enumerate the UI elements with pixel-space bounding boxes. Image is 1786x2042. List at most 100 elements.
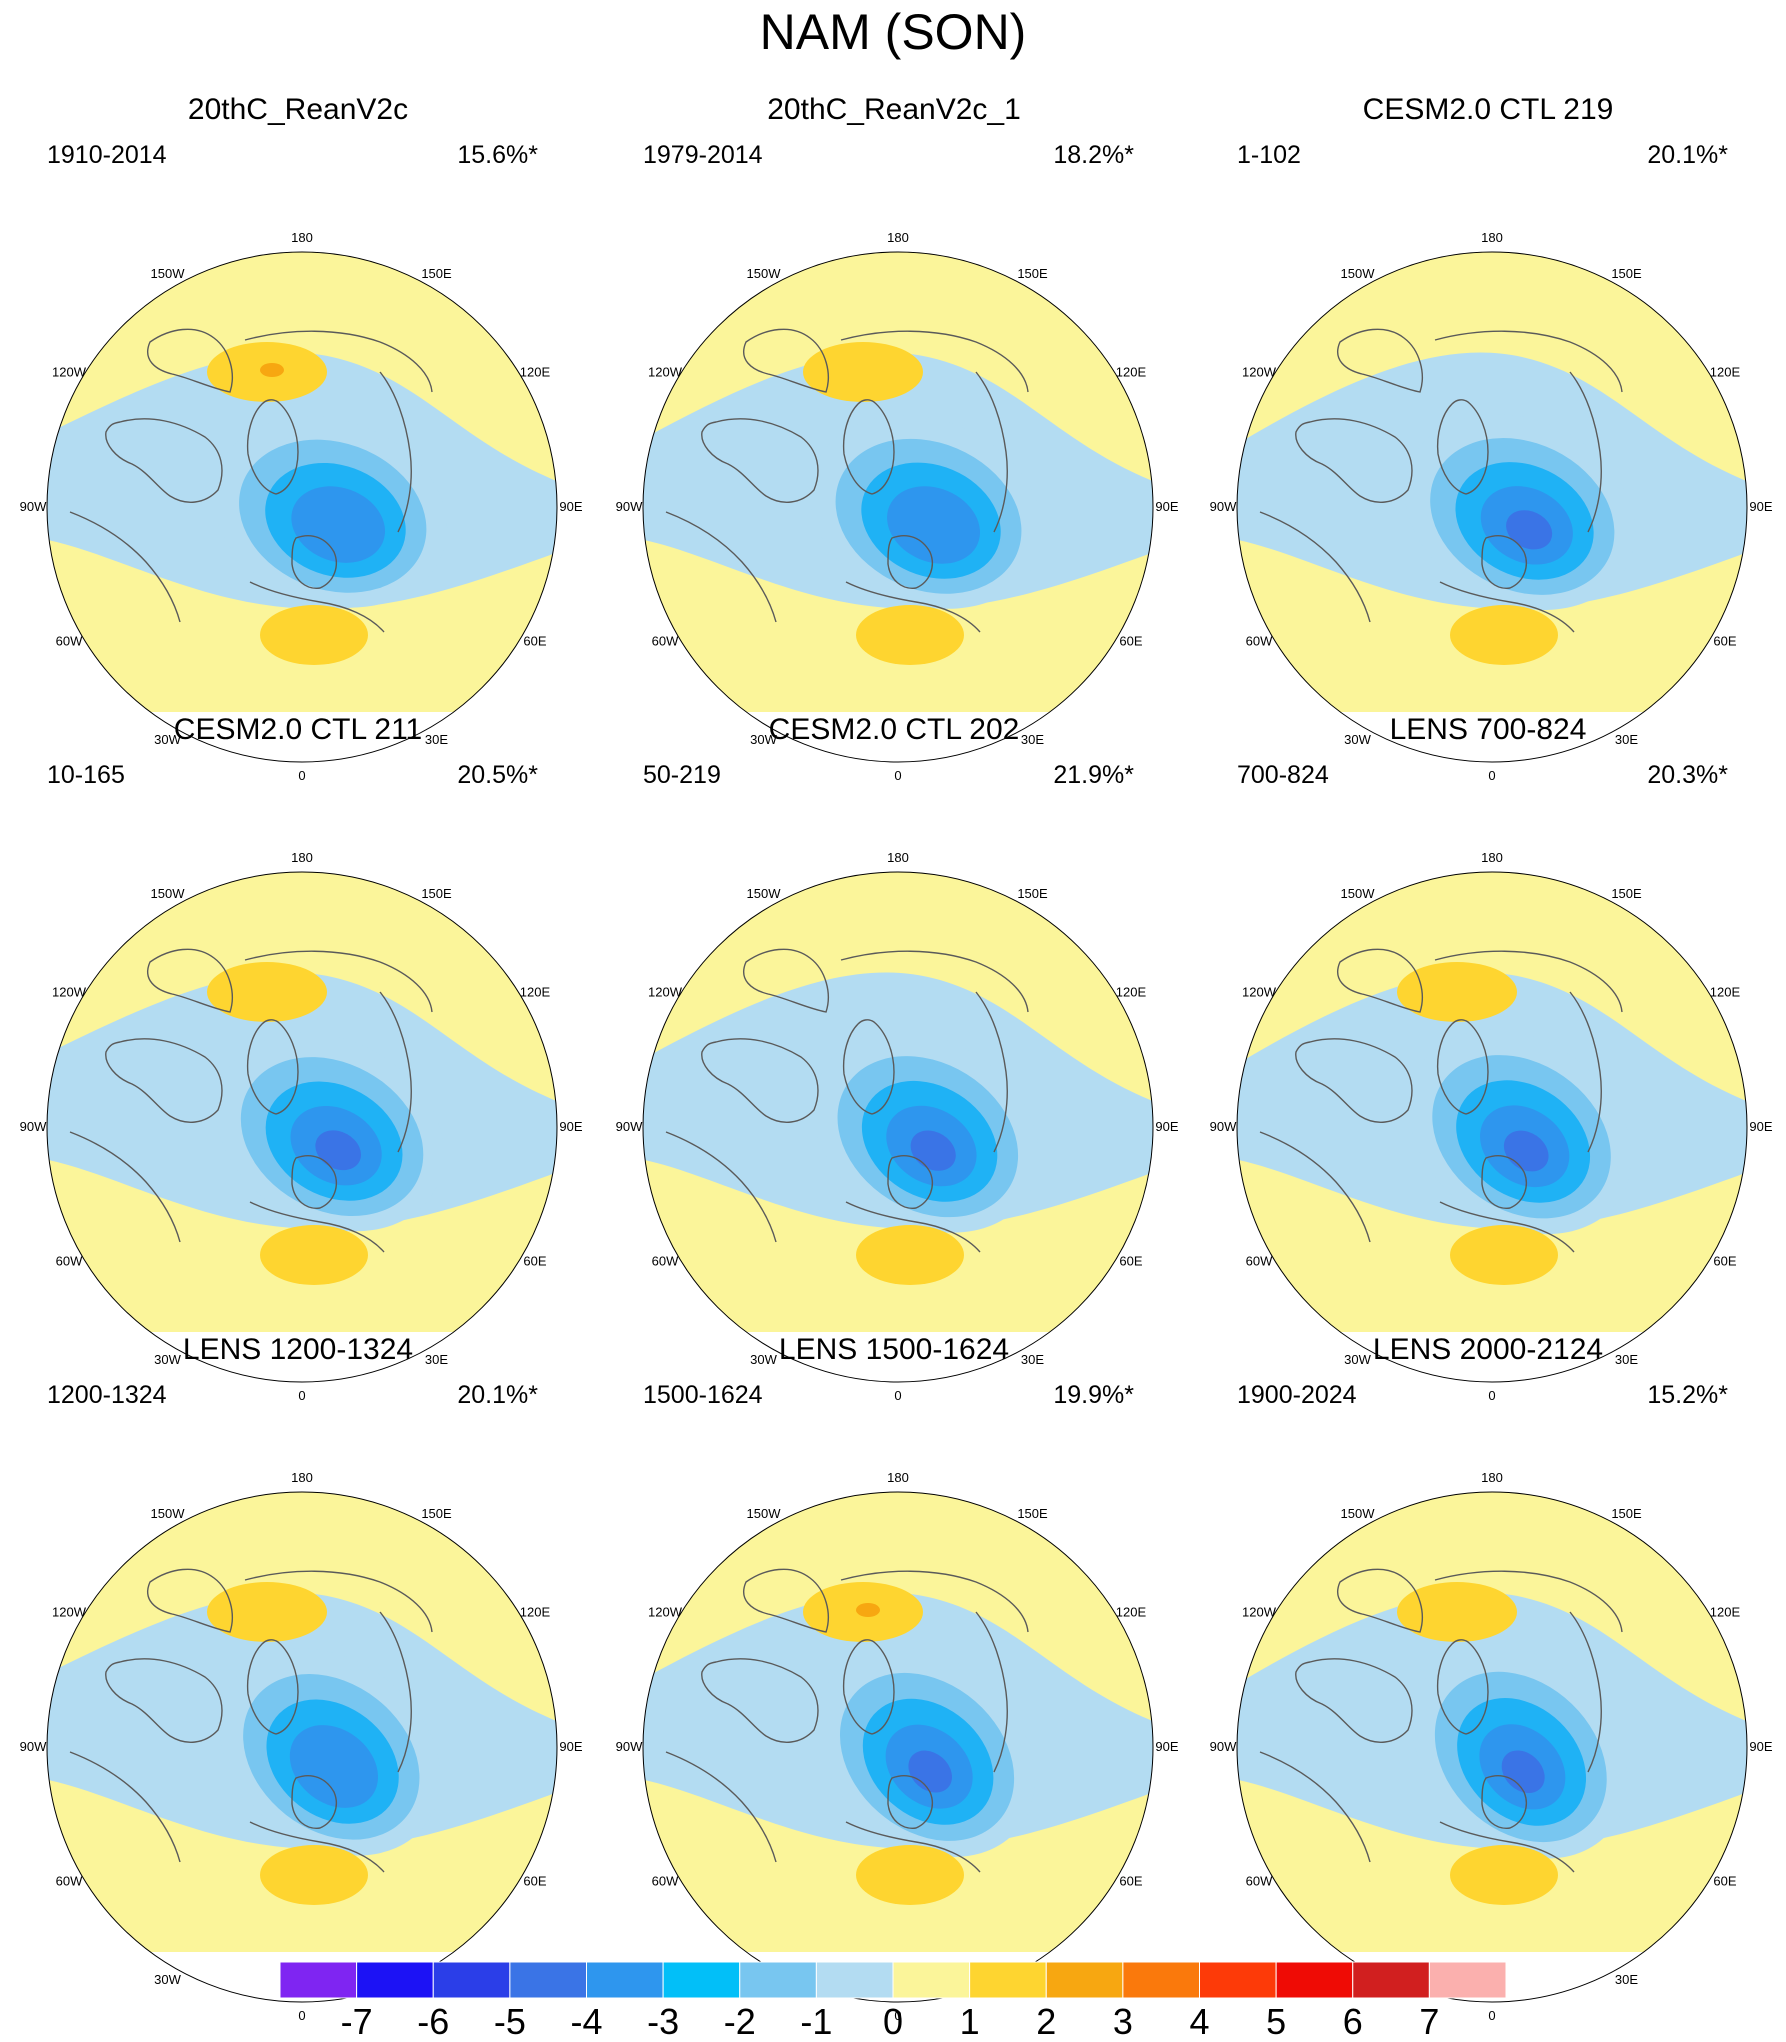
colorbar-swatch xyxy=(1275,1961,1354,1999)
longitude-label: 0 xyxy=(1488,2008,1495,2023)
colorbar-swatch xyxy=(892,1961,971,1999)
colorbar-tick-label: 0 xyxy=(882,2001,904,2042)
longitude-label: 150W xyxy=(151,1506,186,1521)
arctic-low-contour-5 xyxy=(908,1750,952,1793)
map-panel: 180 150W 150E 120W 120E 90W 90E 60W 60E 30W 30E 0 CE… xyxy=(596,712,1192,1403)
coastline xyxy=(1569,991,1602,1153)
coastline xyxy=(246,1019,299,1115)
longitude-label: 30E xyxy=(1021,1972,1044,1987)
coastline xyxy=(147,1568,233,1633)
longitude-label: 90E xyxy=(1155,1119,1178,1134)
longitude-label: 150E xyxy=(1017,886,1048,901)
coastline xyxy=(665,1751,777,1863)
longitude-label: 90E xyxy=(559,1119,582,1134)
coastline xyxy=(244,950,433,1013)
colorbar-swatch xyxy=(1045,1961,1124,1999)
colorbar-tick-label: 3 xyxy=(1112,2001,1133,2042)
longitude-label: 60E xyxy=(523,634,546,649)
pacific-high xyxy=(1397,1582,1517,1642)
longitude-label: 90W xyxy=(1210,1119,1237,1134)
longitude-label: 60E xyxy=(1713,1254,1736,1269)
longitude-label: 30W xyxy=(154,732,181,747)
panel-period: 50-219 xyxy=(643,761,721,789)
coastline xyxy=(69,511,181,623)
map-boundary xyxy=(46,1491,558,2003)
atlantic-high xyxy=(1450,1845,1558,1905)
longitude-label: 60W xyxy=(652,634,679,649)
coastline xyxy=(1434,1570,1623,1633)
coastline xyxy=(246,1639,299,1735)
coastline xyxy=(840,330,1029,393)
longitude-label: 30W xyxy=(1344,1972,1371,1987)
longitude-label: 150W xyxy=(1341,886,1376,901)
map-boundary xyxy=(642,871,1154,1383)
colorbar-tick-label: 1 xyxy=(959,2001,980,2042)
coastline xyxy=(975,1611,1008,1773)
panel-period: 1979-2014 xyxy=(643,141,763,169)
coastline xyxy=(975,991,1008,1153)
longitude-label: 150W xyxy=(747,1506,782,1521)
coastline xyxy=(291,1774,338,1829)
panel-variance: 15.2%* xyxy=(1647,1381,1728,1409)
colorbar-swatch xyxy=(356,1961,434,1999)
coastline xyxy=(1481,1774,1528,1829)
longitude-label: 60W xyxy=(1246,634,1273,649)
longitude-label: 90W xyxy=(1210,499,1237,514)
coastline xyxy=(1337,948,1423,1013)
panel-variance: 15.6%* xyxy=(457,141,538,169)
coastline xyxy=(743,948,829,1013)
longitude-label: 180 xyxy=(1481,850,1503,865)
longitude-label: 90W xyxy=(616,1119,643,1134)
colorbar-tick-label: -1 xyxy=(800,2001,833,2042)
polar-map: 180 150W 150E 120W 120E 90W 90E 60W 60E 30W 30E 0 xyxy=(616,850,1179,1403)
longitude-label: 120E xyxy=(1116,1605,1147,1620)
colorbar-tick-label: 6 xyxy=(1342,2001,1363,2042)
longitude-label: 120W xyxy=(1242,985,1277,1000)
coastline xyxy=(842,1639,895,1735)
arctic-low-contour-5 xyxy=(1501,1750,1545,1794)
map-panel: 180 150W 150E 120W 120E 90W 90E 60W 60E 30W 30E 0 LE… xyxy=(1190,1332,1786,2023)
coastline xyxy=(1295,418,1413,503)
figure-title: NAM (SON) xyxy=(759,4,1027,60)
longitude-label: 0 xyxy=(298,1388,305,1403)
panel-period: 10-165 xyxy=(47,761,125,789)
map-boundary xyxy=(1236,251,1748,763)
panel-title: LENS 1500-1624 xyxy=(778,1333,1010,1366)
longitude-label: 0 xyxy=(298,2008,305,2023)
colorbar-tick-label: 7 xyxy=(1419,2001,1440,2042)
panel-title: CESM2.0 CTL 219 xyxy=(1362,93,1614,126)
atlantic-high xyxy=(260,1225,368,1285)
colorbar-tick-label: -6 xyxy=(417,2001,450,2042)
coastline xyxy=(1439,1201,1575,1253)
map-panel: 180 150W 150E 120W 120E 90W 90E 60W 60E 30W 30E 0 LE… xyxy=(0,1332,596,2023)
longitude-label: 60W xyxy=(652,1874,679,1889)
atlantic-high xyxy=(260,605,368,665)
panel-variance: 20.1%* xyxy=(1647,141,1728,169)
coastline xyxy=(1337,1568,1423,1633)
longitude-label: 150W xyxy=(151,886,186,901)
longitude-label: 120W xyxy=(1242,1605,1277,1620)
colorbar-swatch xyxy=(1428,1961,1507,1999)
polar-map: 180 150W 150E 120W 120E 90W 90E 60W 60E 30W 30E 0 xyxy=(1210,850,1773,1403)
coastline xyxy=(246,399,299,495)
longitude-label: 30E xyxy=(1615,1352,1638,1367)
longitude-label: 30E xyxy=(1615,1972,1638,1987)
polar-map: 180 150W 150E 120W 120E 90W 90E 60W 60E 30W 30E 0 xyxy=(1210,1470,1773,2023)
arctic-low-contour-4 xyxy=(289,1725,379,1808)
longitude-label: 90E xyxy=(1749,1739,1772,1754)
panel-title: CESM2.0 CTL 202 xyxy=(768,713,1020,746)
coastline xyxy=(105,1038,223,1123)
coastline xyxy=(291,534,338,589)
longitude-label: 60E xyxy=(1119,1254,1142,1269)
longitude-label: 150E xyxy=(421,266,452,281)
panel-title: CESM2.0 CTL 211 xyxy=(173,713,423,746)
arctic-low-contour-4 xyxy=(887,486,980,564)
coastline xyxy=(842,399,895,495)
coastline xyxy=(1481,1154,1528,1209)
coastline xyxy=(249,1821,385,1873)
map-boundary xyxy=(1236,871,1748,1383)
longitude-label: 30E xyxy=(1021,732,1044,747)
panel-variance: 20.3%* xyxy=(1647,761,1728,789)
longitude-label: 180 xyxy=(1481,1470,1503,1485)
coastline xyxy=(840,950,1029,1013)
